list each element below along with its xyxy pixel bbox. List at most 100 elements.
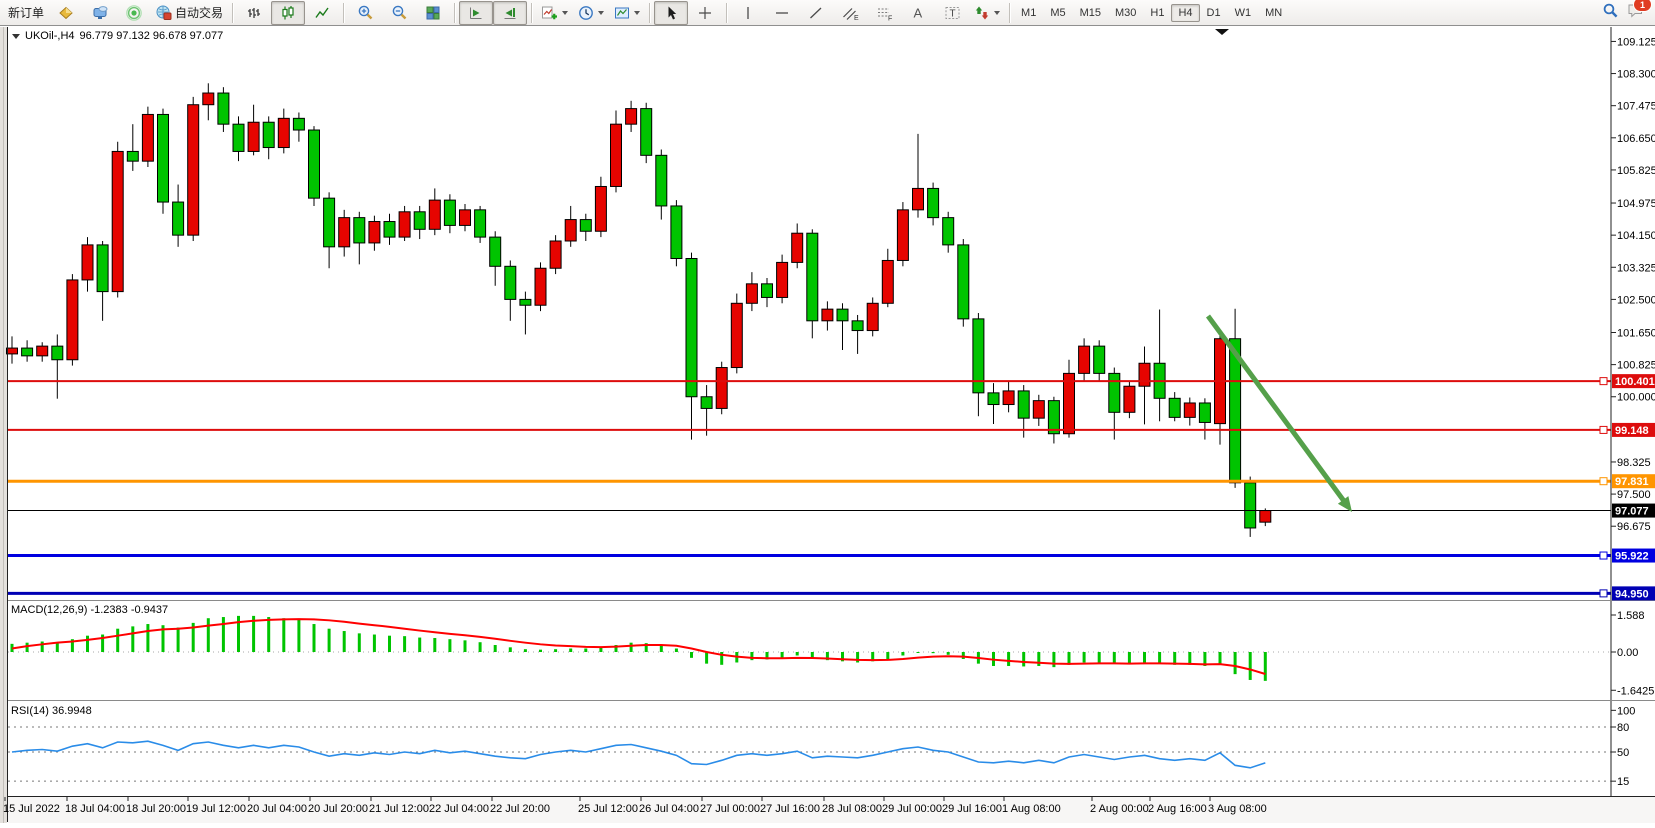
svg-text:A: A — [914, 5, 923, 20]
svg-text:15 Jul 2022: 15 Jul 2022 — [3, 803, 60, 815]
tile-windows-icon — [425, 5, 441, 21]
tf-button-M15[interactable]: M15 — [1079, 6, 1101, 19]
macd-bar — [674, 648, 678, 652]
candle-body — [292, 117, 305, 131]
arrows-tool-button[interactable] — [969, 1, 1005, 25]
virtual-hosting-button[interactable] — [83, 1, 117, 25]
hlines-layer — [8, 377, 1611, 598]
macd-signal-line — [11, 618, 1266, 675]
chart-shift-button[interactable] — [493, 0, 528, 25]
macd-bar — [886, 652, 890, 659]
macd-bar — [871, 652, 875, 662]
macd-bar — [659, 645, 663, 652]
notifications-button[interactable]: 1 — [1627, 0, 1652, 23]
macd-bar — [1067, 652, 1071, 665]
candle-body — [51, 345, 64, 361]
trendline-tool-button[interactable] — [799, 1, 833, 25]
symbol-dropdown-icon[interactable] — [12, 33, 20, 39]
tf-button-H4[interactable]: H4 — [1171, 3, 1200, 22]
hline-handle[interactable] — [1599, 477, 1608, 486]
auto-trading-button[interactable]: 自动交易 — [151, 1, 228, 25]
svg-text:104.975: 104.975 — [1617, 198, 1655, 210]
vertical-line-tool-button[interactable] — [731, 1, 765, 25]
tf-button-M5[interactable]: M5 — [1050, 6, 1066, 19]
hline-handle[interactable] — [1599, 377, 1608, 386]
svg-text:15: 15 — [1617, 776, 1629, 788]
candle-body — [368, 221, 381, 244]
hline-price-label — [1612, 374, 1655, 389]
svg-text:99.148: 99.148 — [1615, 425, 1649, 437]
macd-bar — [539, 649, 542, 652]
search-icon[interactable] — [1602, 2, 1619, 24]
candle-body — [881, 259, 894, 304]
trend-arrow-head[interactable] — [1337, 496, 1352, 512]
auto-scroll-button[interactable] — [459, 0, 494, 25]
macd-bar — [1158, 652, 1162, 664]
zoom-out-icon — [391, 4, 408, 21]
tf-button-MN[interactable]: MN — [1265, 6, 1283, 19]
svg-text:3 Aug 08:00: 3 Aug 08:00 — [1208, 803, 1267, 815]
cursor-tool-button[interactable] — [654, 0, 689, 25]
candle-body — [912, 187, 924, 211]
hline-handle[interactable] — [1599, 551, 1608, 560]
svg-text:27 Jul 00:00: 27 Jul 00:00 — [700, 803, 760, 815]
macd-bar — [705, 652, 709, 664]
bar-chart-mode-button[interactable] — [237, 1, 271, 25]
line-chart-mode-button[interactable] — [305, 1, 339, 25]
periods-button[interactable] — [573, 1, 609, 25]
hline-handle[interactable] — [1599, 589, 1608, 598]
candle-body — [700, 396, 713, 409]
macd-bar — [1037, 652, 1041, 666]
templates-button[interactable] — [609, 1, 645, 25]
candlestick-mode-button[interactable] — [271, 0, 306, 25]
crosshair-tool-button[interactable] — [688, 1, 722, 25]
bar-marker-icon[interactable] — [1215, 29, 1229, 35]
market-watch-button[interactable] — [49, 1, 83, 25]
svg-text:2 Aug 16:00: 2 Aug 16:00 — [1148, 803, 1207, 815]
svg-text:97.831: 97.831 — [1615, 476, 1649, 488]
svg-text:29 Jul 00:00: 29 Jul 00:00 — [882, 803, 942, 815]
candle-body — [1244, 482, 1257, 529]
macd-bar — [267, 617, 271, 652]
svg-text:100: 100 — [1617, 705, 1635, 717]
periods-dropdown-caret[interactable] — [598, 10, 605, 15]
signals-button[interactable] — [117, 1, 151, 25]
indicators-dropdown-caret[interactable] — [562, 10, 569, 15]
macd-bar — [101, 634, 105, 652]
hline-handle[interactable] — [1599, 425, 1608, 434]
macd-bar — [55, 642, 59, 652]
price-axis[interactable]: 109.125 108.300 107.475 106.650 105.825 104.9… — [1611, 36, 1655, 788]
trend-arrow-line[interactable] — [1205, 314, 1348, 505]
line-chart-icon — [314, 5, 330, 21]
tf-button-H1[interactable]: H1 — [1150, 6, 1165, 19]
candle-body — [942, 217, 955, 246]
zoom-out-button[interactable] — [382, 1, 416, 25]
fibonacci-tool-button[interactable]: F — [867, 1, 901, 25]
horizontal-line-tool-button[interactable] — [765, 1, 799, 25]
macd-bar — [629, 642, 633, 652]
arrows-dropdown-caret[interactable] — [994, 10, 1001, 15]
svg-text:1.588: 1.588 — [1617, 610, 1645, 622]
equidistant-channel-tool-button[interactable]: E — [833, 1, 867, 25]
text-label-tool-button[interactable]: T — [935, 1, 969, 25]
tile-windows-button[interactable] — [416, 1, 450, 25]
candle-body — [821, 308, 834, 322]
chart-canvas[interactable]: 109.125 108.300 107.475 106.650 105.825 104.9… — [0, 27, 1655, 823]
text-tool-button[interactable]: A — [901, 1, 935, 25]
tf-button-D1[interactable]: D1 — [1206, 6, 1221, 19]
templates-dropdown-caret[interactable] — [634, 10, 641, 15]
macd-bar — [1218, 652, 1222, 664]
candle-body — [398, 211, 411, 238]
tf-button-M1[interactable]: M1 — [1021, 6, 1037, 19]
indicators-button[interactable] — [536, 1, 573, 25]
zoom-in-button[interactable] — [348, 1, 382, 25]
tf-button-M30[interactable]: M30 — [1115, 6, 1137, 19]
time-axis[interactable]: 15 Jul 2022 18 Jul 04:00 18 Jul 20:00 19 Ju… — [3, 797, 1267, 815]
tf-button-W1[interactable]: W1 — [1234, 6, 1252, 19]
new-order-button[interactable]: 新订单 — [3, 1, 49, 25]
gold-icon — [58, 5, 74, 21]
timeframe-group: M1 M5 M15 M30 H1 H4 D1 W1 MN — [1014, 3, 1289, 22]
macd-bar — [720, 652, 724, 665]
candle-body — [217, 92, 230, 125]
macd-bar — [1007, 652, 1011, 666]
